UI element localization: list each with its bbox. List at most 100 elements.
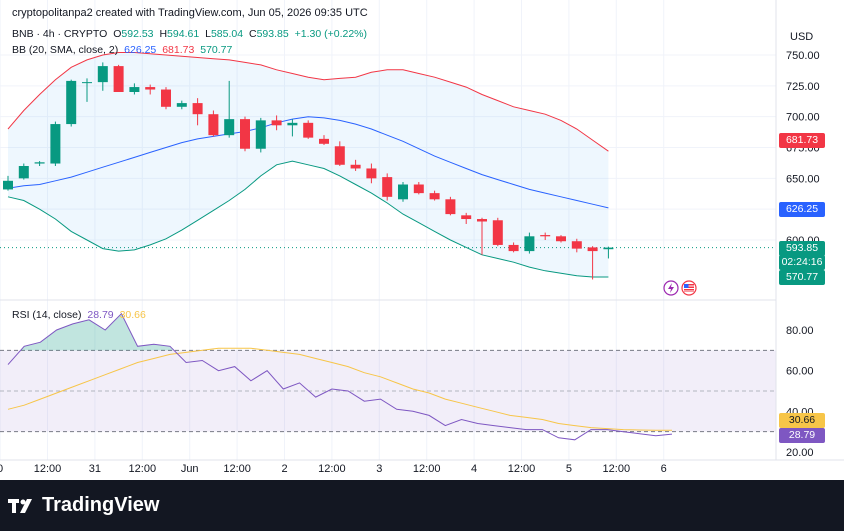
candle-body bbox=[398, 184, 408, 200]
candle bbox=[192, 98, 203, 126]
candle-body bbox=[334, 146, 345, 165]
candle-body bbox=[477, 219, 487, 222]
rsi-name: RSI (14, close) bbox=[12, 309, 82, 321]
candle-body bbox=[66, 80, 77, 125]
candle-body bbox=[445, 199, 456, 215]
time-axis[interactable]: 0 12:00 31 12:00 Jun 12:00 2 12:00 3 12:00 4 12:00 5… bbox=[0, 463, 667, 475]
candle bbox=[50, 121, 61, 166]
tradingview-footer[interactable]: TradingView bbox=[8, 494, 159, 517]
candle-body bbox=[192, 103, 203, 115]
candle-body bbox=[208, 114, 219, 136]
time-tick-label: 12:00 bbox=[318, 463, 346, 475]
candle bbox=[445, 196, 456, 216]
time-tick-label: 4 bbox=[471, 463, 477, 475]
candle-body bbox=[255, 120, 266, 149]
candle-body bbox=[366, 168, 377, 179]
candle-body bbox=[224, 119, 235, 136]
candle-body bbox=[429, 193, 440, 200]
candle bbox=[129, 83, 140, 95]
currency-label: USD bbox=[790, 31, 814, 43]
tradingview-brand: TradingView bbox=[42, 494, 160, 516]
chart-canvas[interactable]: 750.00725.00700.00675.00650.00625.00600.… bbox=[0, 0, 844, 480]
candle-body bbox=[287, 122, 298, 126]
candle bbox=[18, 163, 29, 180]
symbol-label: BNB · 4h · CRYPTO bbox=[12, 28, 108, 40]
time-tick-label: 5 bbox=[566, 463, 572, 475]
candle bbox=[97, 62, 108, 91]
ohlc-open: 592.53 bbox=[121, 28, 154, 40]
candle bbox=[524, 232, 535, 254]
candle bbox=[382, 173, 393, 201]
candle-body bbox=[303, 122, 314, 138]
bb-upper-value: 681.73 bbox=[162, 44, 195, 56]
rsi-line bbox=[7, 312, 673, 441]
ohlc-change: +1.30 (+0.22%) bbox=[294, 28, 368, 40]
bb-basis-tag: 626.25 bbox=[779, 202, 825, 217]
candle bbox=[571, 238, 582, 253]
ohlc-close-label: C bbox=[248, 28, 257, 40]
candle bbox=[398, 182, 408, 202]
candle bbox=[413, 182, 424, 195]
candle bbox=[287, 119, 298, 137]
candle-body bbox=[271, 120, 282, 126]
candle-body bbox=[3, 180, 13, 190]
candle-body bbox=[540, 235, 551, 237]
candle bbox=[508, 242, 519, 253]
rsi-tick-label: 80.00 bbox=[786, 325, 814, 337]
bb-name: BB (20, SMA, close, 2) bbox=[12, 44, 119, 56]
candle-body bbox=[382, 177, 393, 197]
bb-upper-tag: 681.73 bbox=[779, 133, 825, 148]
candle-body bbox=[145, 87, 156, 90]
candle-body bbox=[350, 164, 361, 169]
candle bbox=[492, 217, 503, 247]
price-tick-label: 725.00 bbox=[786, 81, 820, 93]
candle-body bbox=[492, 220, 503, 245]
time-tick-label: 6 bbox=[661, 463, 667, 475]
time-tick-label: 3 bbox=[376, 463, 382, 475]
bollinger-lower-line bbox=[7, 160, 609, 278]
candle-body bbox=[413, 184, 424, 194]
price-tick-label: 750.00 bbox=[786, 50, 820, 62]
bb-lower-value: 570.77 bbox=[200, 44, 233, 56]
price-axis[interactable]: 750.00725.00700.00675.00650.00625.00600.… bbox=[786, 50, 820, 247]
candle bbox=[161, 87, 171, 110]
candles[interactable] bbox=[3, 62, 614, 280]
candle-body bbox=[524, 236, 535, 252]
rsi-legend[interactable]: RSI (14, close) 28.79 30.66 bbox=[12, 309, 149, 321]
flash-event-icon[interactable] bbox=[663, 280, 679, 296]
time-tick-label: 12:00 bbox=[413, 463, 441, 475]
candle-body bbox=[508, 244, 519, 252]
time-tick-label: 2 bbox=[281, 463, 287, 475]
rsi-tick-label: 60.00 bbox=[786, 366, 814, 378]
us-flag-event-icon[interactable] bbox=[681, 280, 697, 296]
candle bbox=[319, 135, 329, 146]
candle bbox=[255, 117, 266, 153]
candle bbox=[366, 163, 377, 184]
candle-body bbox=[34, 162, 45, 164]
candle-body bbox=[571, 241, 582, 249]
candle-body bbox=[161, 89, 171, 107]
candle bbox=[271, 115, 282, 131]
candle bbox=[240, 116, 250, 152]
tradingview-logo-icon bbox=[8, 498, 32, 513]
bollinger-upper-line bbox=[7, 52, 609, 152]
candle-body bbox=[461, 215, 472, 220]
price-legend[interactable]: BNB · 4h · CRYPTO O592.53 H594.61 L585.0… bbox=[12, 28, 370, 40]
time-tick-label: 12:00 bbox=[129, 463, 157, 475]
candle bbox=[477, 217, 487, 255]
countdown-tag: 02:24:16 bbox=[779, 255, 825, 270]
rsi-ma-tag: 30.66 bbox=[779, 413, 825, 428]
ohlc-high-label: H bbox=[159, 28, 168, 40]
bb-legend[interactable]: BB (20, SMA, close, 2) 626.25 681.73 570… bbox=[12, 44, 235, 56]
candle bbox=[66, 79, 77, 127]
candle bbox=[587, 246, 598, 280]
candle bbox=[3, 175, 13, 191]
candle-body bbox=[50, 124, 61, 164]
rsi-tag: 28.79 bbox=[779, 428, 825, 443]
price-grid bbox=[0, 0, 776, 460]
candle bbox=[208, 110, 219, 137]
candle bbox=[429, 190, 440, 201]
candle bbox=[556, 235, 566, 243]
candle-body bbox=[82, 82, 92, 84]
candle bbox=[145, 84, 156, 95]
